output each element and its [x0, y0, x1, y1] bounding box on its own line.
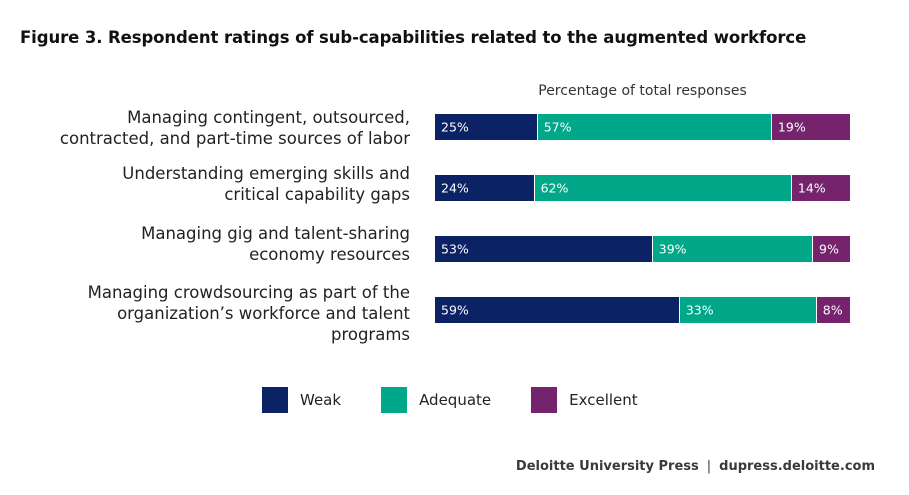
data-label: 62%	[540, 180, 569, 196]
legend-label: Adequate	[419, 391, 492, 409]
legend-label: Excellent	[569, 391, 638, 409]
bar-segment-adequate: 57%	[537, 114, 772, 140]
bar-segment-excellent: 14%	[791, 175, 850, 201]
bar-segment-adequate: 39%	[652, 236, 813, 262]
bar-segment-weak: 25%	[435, 114, 538, 140]
data-label: 25%	[441, 119, 469, 135]
legend-item-weak: Weak	[262, 387, 341, 413]
legend-item-excellent: Excellent	[531, 387, 638, 413]
category-label: Understanding emerging skills and critic…	[122, 164, 410, 204]
data-label: 8%	[822, 302, 843, 318]
data-label: 19%	[777, 119, 806, 135]
data-label: 39%	[658, 241, 687, 257]
bar-segment-adequate: 33%	[679, 297, 817, 323]
category-label: Managing gig and talent-sharing economy …	[141, 224, 410, 264]
legend-swatch	[381, 387, 408, 413]
legend-swatch	[531, 387, 558, 413]
bar-segment-weak: 53%	[435, 236, 653, 262]
footer-url: dupress.deloitte.com	[719, 459, 875, 474]
footer-publisher: Deloitte University Press	[515, 459, 699, 474]
data-label: 14%	[797, 180, 826, 196]
bar-segment-excellent: 19%	[771, 114, 850, 140]
x-axis-label: Percentage of total responses	[538, 83, 747, 99]
category-label: Managing contingent, outsourced, contrac…	[59, 108, 410, 148]
footer-credit: Deloitte University Press | dupress.deloit…	[516, 459, 875, 474]
stacked-bar: 25% 57% 19%	[435, 114, 850, 140]
data-label: 53%	[441, 241, 469, 257]
footer-separator: |	[706, 459, 712, 474]
data-label: 59%	[441, 302, 469, 318]
category-label: Managing crowdsourcing as part of the or…	[87, 283, 410, 344]
legend-swatch	[262, 387, 288, 413]
data-label: 33%	[685, 302, 714, 318]
legend-item-adequate: Adequate	[381, 387, 491, 413]
data-label: 24%	[441, 180, 469, 196]
chart-legend: Weak Adequate Excellent	[262, 387, 678, 413]
data-label: 9%	[819, 241, 839, 257]
stacked-bar: 53% 39% 9%	[435, 236, 850, 262]
bar-segment-weak: 24%	[435, 175, 535, 201]
bar-segment-excellent: 9%	[813, 236, 850, 262]
legend-label: Weak	[300, 391, 342, 409]
chart-title: Figure 3. Respondent ratings of sub-capa…	[20, 28, 807, 47]
data-label: 57%	[543, 119, 572, 135]
bar-segment-weak: 59%	[435, 297, 680, 323]
stacked-bar: 59% 33% 8%	[435, 297, 850, 323]
bar-segment-adequate: 62%	[534, 175, 792, 201]
stacked-bar: 24% 62% 14%	[435, 175, 850, 201]
bar-segment-excellent: 8%	[816, 297, 850, 323]
